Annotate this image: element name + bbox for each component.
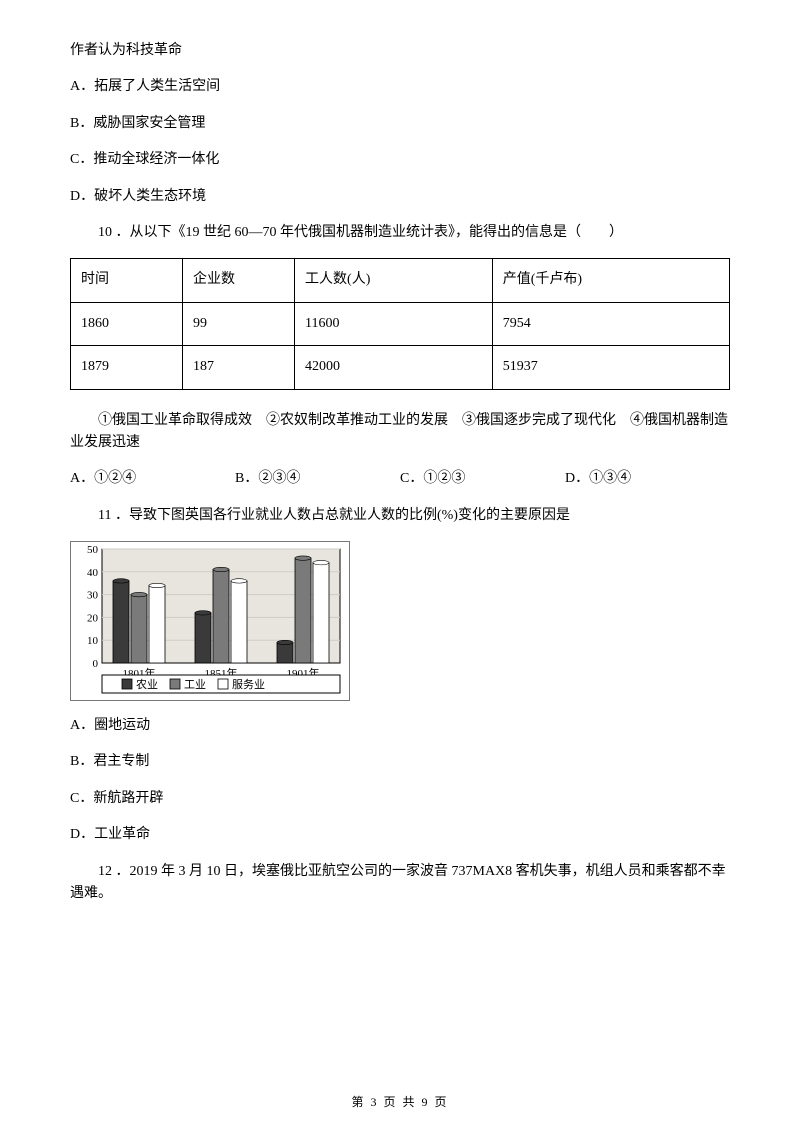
svg-text:20: 20 bbox=[87, 612, 99, 624]
svg-text:40: 40 bbox=[87, 567, 99, 579]
q10-option-c: C．①②③ bbox=[400, 468, 565, 490]
svg-text:工业: 工业 bbox=[184, 678, 206, 691]
q11-stem: 11 ．导致下图英国各行业就业人数占总就业人数的比例(%)变化的主要原因是 bbox=[70, 505, 730, 527]
table-cell: 产值(千卢布) bbox=[492, 259, 729, 302]
table-row: 1860 99 11600 7954 bbox=[71, 302, 730, 345]
q10-option-b: B．②③④ bbox=[235, 468, 400, 490]
table-row: 1879 187 42000 51937 bbox=[71, 346, 730, 389]
table-row: 时间 企业数 工人数(人) 产值(千卢布) bbox=[71, 259, 730, 302]
table-cell: 11600 bbox=[295, 302, 493, 345]
table-cell: 工人数(人) bbox=[295, 259, 493, 302]
q11-option-b: B．君主专制 bbox=[70, 751, 730, 773]
table-cell: 1879 bbox=[71, 346, 183, 389]
q10-option-a: A．①②④ bbox=[70, 468, 235, 490]
svg-text:50: 50 bbox=[87, 544, 99, 556]
table-cell: 7954 bbox=[492, 302, 729, 345]
q10-stem: 10 ．从以下《19 世纪 60—70 年代俄国机器制造业统计表》，能得出的信息… bbox=[70, 222, 730, 244]
bar-chart-svg: 010203040501801年1851年1901年农业工业服务业 bbox=[70, 541, 350, 701]
table-cell: 99 bbox=[183, 302, 295, 345]
table-cell: 1860 bbox=[71, 302, 183, 345]
q10-statements: ①俄国工业革命取得成效 ②农奴制改革推动工业的发展 ③俄国逐步完成了现代化 ④俄… bbox=[70, 410, 730, 455]
q9-option-d: D．破坏人类生态环境 bbox=[70, 186, 730, 208]
svg-text:0: 0 bbox=[93, 658, 99, 670]
svg-text:30: 30 bbox=[87, 590, 99, 602]
q9-option-c: C．推动全球经济一体化 bbox=[70, 149, 730, 171]
svg-text:服务业: 服务业 bbox=[232, 678, 265, 691]
q11-option-d: D．工业革命 bbox=[70, 824, 730, 846]
q10-option-d: D．①③④ bbox=[565, 468, 730, 490]
svg-text:农业: 农业 bbox=[136, 677, 158, 691]
q11-option-c: C．新航路开辟 bbox=[70, 788, 730, 810]
page-footer: 第 3 页 共 9 页 bbox=[0, 1093, 800, 1112]
svg-text:10: 10 bbox=[87, 635, 99, 647]
q12-stem: 12 ．2019 年 3 月 10 日，埃塞俄比亚航空公司的一家波音 737MA… bbox=[70, 861, 730, 906]
q9-option-b: B．威胁国家安全管理 bbox=[70, 113, 730, 135]
table-cell: 企业数 bbox=[183, 259, 295, 302]
table-cell: 187 bbox=[183, 346, 295, 389]
table-cell: 42000 bbox=[295, 346, 493, 389]
table-cell: 时间 bbox=[71, 259, 183, 302]
q9-stem: 作者认为科技革命 bbox=[70, 40, 730, 62]
q10-options-row: A．①②④ B．②③④ C．①②③ D．①③④ bbox=[70, 468, 730, 490]
q11-chart: 010203040501801年1851年1901年农业工业服务业 bbox=[70, 541, 350, 701]
q10-table: 时间 企业数 工人数(人) 产值(千卢布) 1860 99 11600 7954… bbox=[70, 258, 730, 389]
q9-option-a: A．拓展了人类生活空间 bbox=[70, 76, 730, 98]
q11-option-a: A．圈地运动 bbox=[70, 715, 730, 737]
table-cell: 51937 bbox=[492, 346, 729, 389]
